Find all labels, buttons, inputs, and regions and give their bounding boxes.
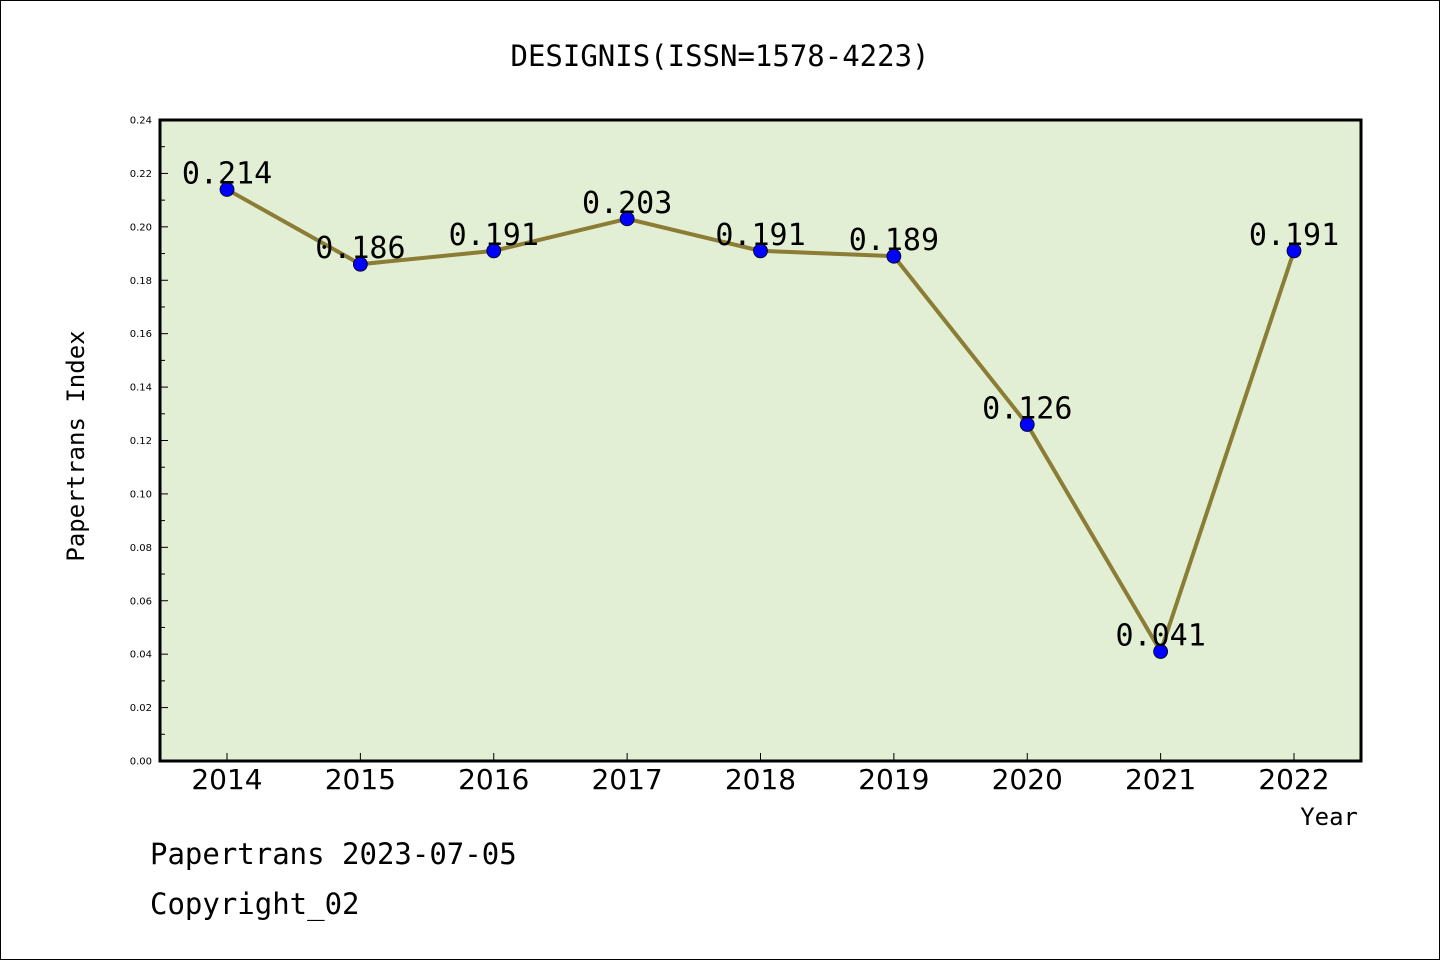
data-point [1019,417,1035,432]
data-point [219,182,235,197]
y-tick-label: 0.24 [130,116,152,127]
plot-area [158,118,1363,763]
y-tick-label: 0.02 [130,703,152,714]
data-label: 0.191 [715,218,805,253]
x-tick-label: 2016 [458,763,529,796]
x-tick-label: 2014 [191,763,262,796]
y-tick-label: 0.14 [130,383,152,394]
data-label: 0.214 [182,156,272,191]
footer-copyright: Copyright_02 [150,887,360,922]
series-index: 0.214 0.186 0.191 0.203 0.191 0.189 0.126 0.041… [182,156,1339,659]
data-label: 0.041 [1115,618,1205,653]
data-point [352,256,368,272]
data-label: 0.126 [982,391,1072,426]
y-tick-label: 0.22 [130,169,152,180]
data-point [886,248,902,264]
data-point [486,243,502,259]
x-tick-label: 2015 [325,763,396,796]
x-tick-label: 2018 [725,763,796,796]
data-point [753,243,768,259]
y-tick-label: 0.00 [130,757,152,768]
y-tick-label: 0.08 [130,543,152,554]
y-tick-label: 0.06 [130,596,152,607]
data-label: 0.203 [582,186,672,221]
data-point [1286,243,1302,259]
y-axis: 0.00 0.02 0.04 0.06 0.08 0.10 0.12 0.14 0.16 0.18… [130,116,168,768]
footer-date: Papertrans 2023-07-05 [150,837,517,871]
data-point [619,211,635,227]
x-axis: 2014 2015 2016 2017 2018 2019 2020 2021 2022 [191,753,1330,796]
data-label: 0.189 [849,223,939,258]
x-axis-label: Year [1300,803,1358,831]
y-tick-label: 0.12 [130,436,152,447]
x-tick-label: 2020 [992,763,1063,796]
y-axis-label: Papertrans Index [62,330,90,561]
chart-title: DESIGNIS(ISSN=1578-4223) [510,39,929,73]
x-tick-label: 2017 [591,763,662,796]
y-tick-label: 0.18 [130,276,152,287]
data-label: 0.186 [315,231,405,266]
x-tick-label: 2019 [858,763,929,796]
y-tick-label: 0.16 [130,329,152,340]
y-tick-label: 0.04 [130,650,152,661]
y-tick-label: 0.20 [130,222,152,233]
x-tick-label: 2021 [1125,763,1196,796]
y-tick-label: 0.10 [130,489,152,500]
data-label: 0.191 [449,218,539,253]
data-label: 0.191 [1249,218,1339,253]
data-point [1153,644,1169,659]
x-tick-label: 2022 [1258,763,1329,796]
